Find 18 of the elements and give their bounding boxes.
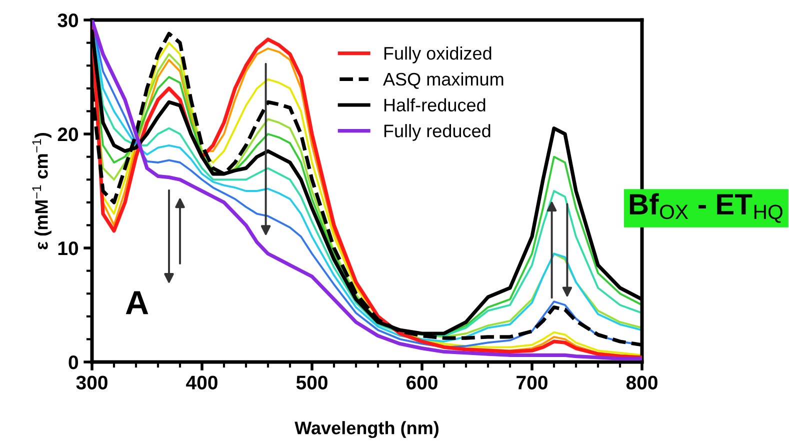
x-tick-label: 300 [76, 376, 108, 390]
y-tick-label: 10 [58, 241, 78, 256]
y-tick-label: 0 [68, 355, 78, 370]
x-tick-label: 400 [186, 376, 218, 390]
y-tick-label: 20 [58, 127, 78, 142]
y-axis-title: ε (mM$^{−1}$ cm$^{−1}$) [32, 133, 52, 250]
x-tick-label: 700 [516, 376, 548, 390]
legend-label: Fully oxidized [384, 46, 492, 64]
annotation: A [126, 291, 148, 314]
annotation: Bf$_{OX}$ - ET$_{HQ}$ [630, 193, 782, 223]
x-tick-label: 600 [406, 376, 438, 390]
legend-label: ASQ maximum [383, 72, 504, 89]
x-axis-title: Wavelength (nm) [294, 421, 438, 438]
legend-label: Half-reduced [384, 98, 486, 112]
x-tick-label: 800 [626, 376, 658, 390]
legend-label: Fully reduced [384, 124, 490, 141]
y-tick-label: 30 [58, 13, 78, 28]
x-tick-label: 500 [296, 376, 328, 390]
